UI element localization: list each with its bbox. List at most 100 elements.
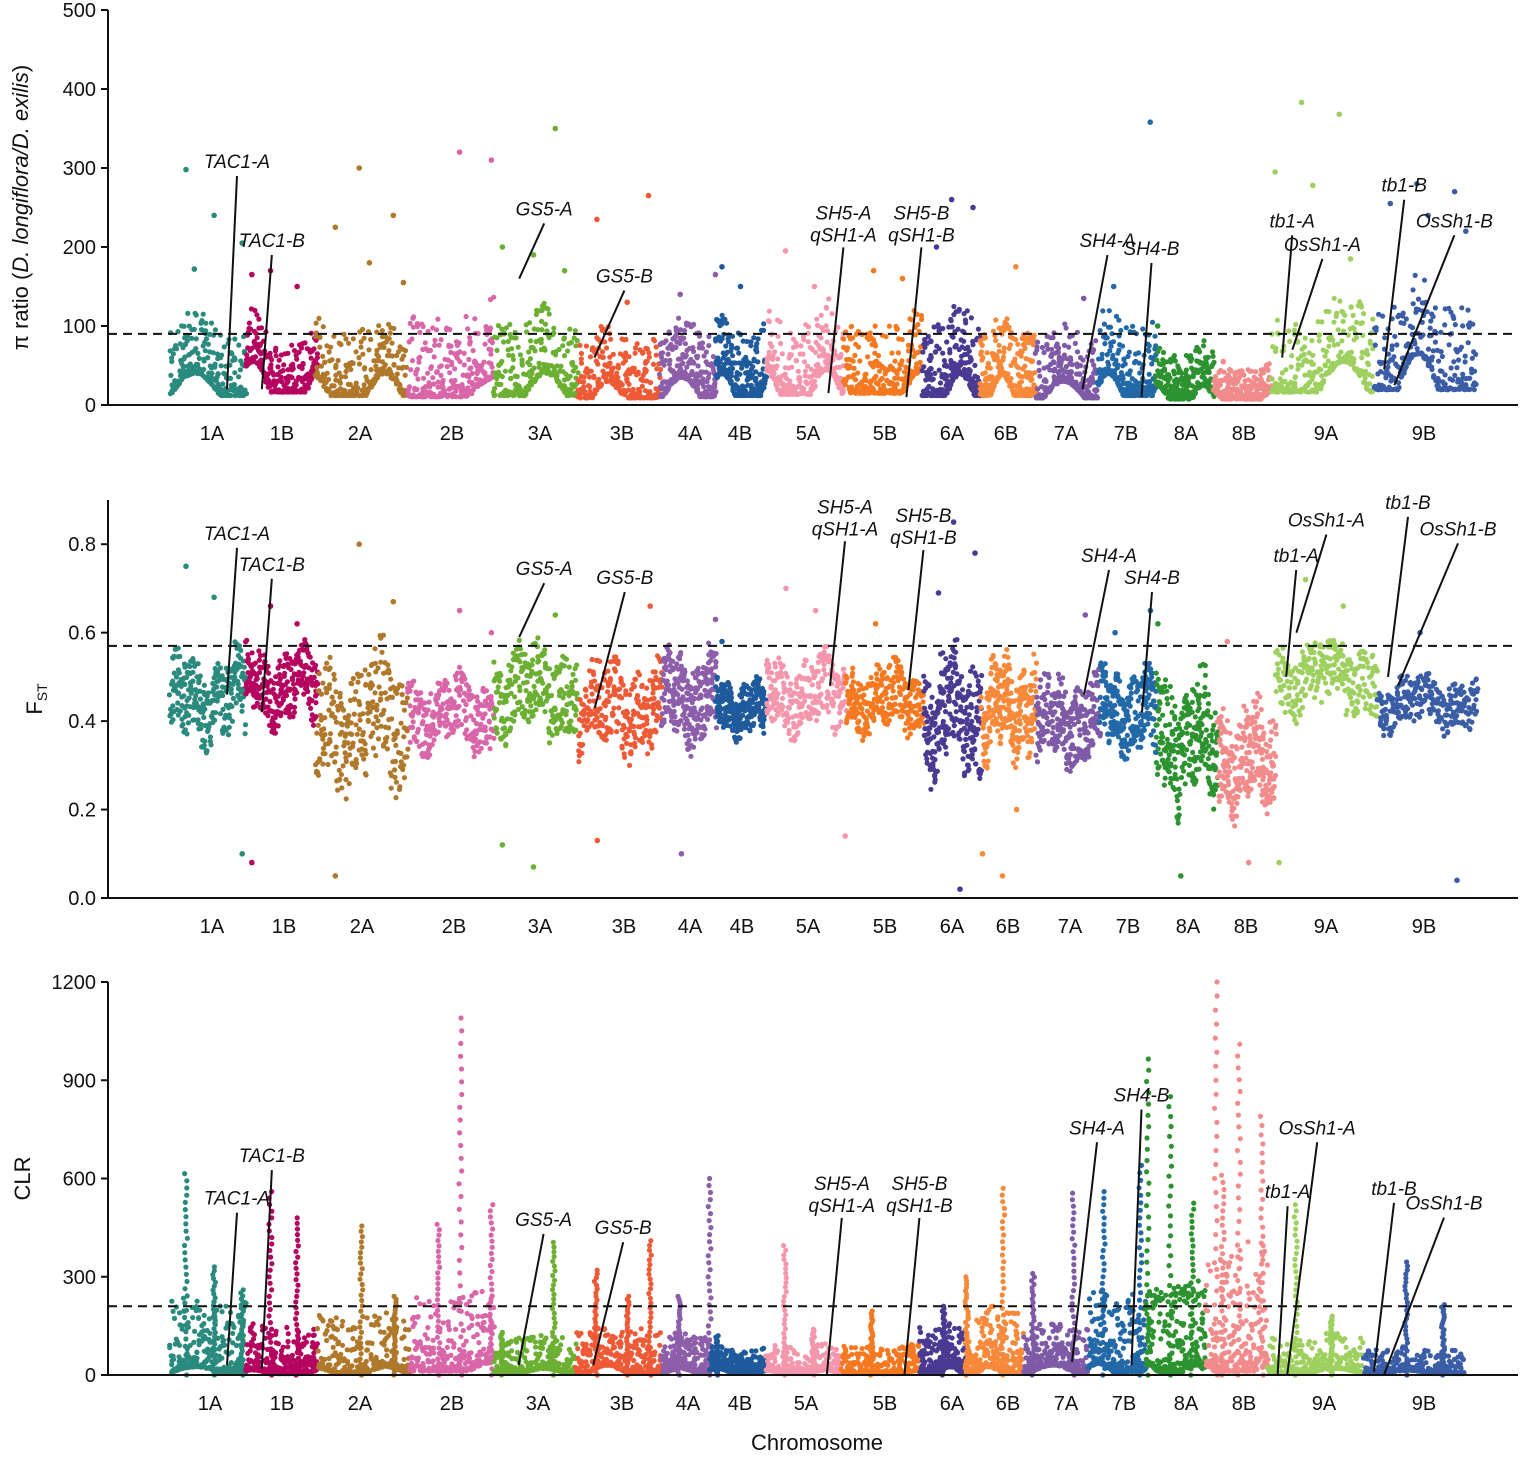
point [414, 366, 420, 372]
point [1310, 352, 1316, 358]
outlier-point [712, 271, 719, 278]
point [468, 365, 474, 371]
point [343, 368, 349, 374]
point [713, 389, 719, 395]
point [517, 352, 524, 358]
point [1068, 357, 1074, 363]
point [266, 377, 272, 384]
point [1034, 347, 1040, 353]
point [1365, 362, 1372, 368]
point [386, 348, 392, 354]
point [1380, 313, 1386, 319]
point [273, 353, 279, 359]
point [291, 348, 298, 354]
point [949, 324, 955, 330]
point [203, 336, 210, 342]
point [173, 346, 180, 352]
point [350, 336, 356, 342]
point [1266, 361, 1272, 367]
point [968, 315, 975, 321]
point [599, 349, 606, 355]
point [676, 315, 682, 321]
point [181, 323, 187, 329]
point [950, 334, 956, 340]
point [1146, 343, 1152, 349]
point [526, 349, 532, 355]
chrom-label-8A: 8A [1174, 423, 1199, 445]
point [826, 296, 832, 302]
outlier-point [1080, 295, 1087, 302]
point [368, 367, 374, 373]
point [754, 349, 760, 355]
point [1127, 368, 1133, 374]
point [1107, 324, 1114, 330]
gene-label: tb1-A [1269, 211, 1314, 232]
point [360, 351, 366, 357]
point [650, 361, 657, 367]
point [1091, 362, 1097, 368]
point [600, 354, 606, 360]
point [889, 350, 895, 356]
point [191, 326, 197, 332]
point [182, 354, 188, 360]
point [798, 343, 804, 349]
point [452, 377, 458, 384]
point [683, 352, 689, 358]
point [1097, 328, 1103, 334]
point [466, 356, 472, 363]
y-tick-label: 0 [85, 395, 96, 417]
point [1130, 323, 1136, 329]
point [298, 345, 305, 351]
point [578, 350, 585, 357]
point [1211, 359, 1217, 365]
pi-y-axis-title: π ratio (D. longiflora/D. exilis) [8, 65, 33, 350]
point [546, 311, 552, 317]
point [198, 721, 204, 728]
point [1205, 354, 1211, 360]
point [461, 350, 467, 356]
point [436, 342, 442, 348]
point [336, 370, 342, 376]
point [1125, 353, 1131, 360]
point [362, 365, 368, 371]
point [961, 338, 967, 344]
point [193, 346, 199, 352]
point [1123, 325, 1129, 331]
point [190, 669, 196, 675]
point [1116, 347, 1122, 353]
point [1465, 340, 1471, 346]
point [581, 379, 587, 385]
point [1274, 317, 1280, 323]
point [1359, 355, 1365, 361]
point [591, 375, 597, 381]
point [510, 365, 516, 371]
point [1100, 308, 1106, 314]
point [1438, 329, 1444, 335]
point [793, 358, 800, 364]
point [705, 375, 712, 381]
point [1321, 377, 1327, 383]
point [1335, 341, 1341, 347]
point [1338, 349, 1344, 355]
point [541, 300, 547, 306]
point [218, 363, 224, 369]
point [1442, 381, 1448, 387]
point [394, 371, 400, 377]
point [966, 348, 972, 354]
point [326, 349, 332, 355]
outlier-point [645, 192, 652, 199]
point [1029, 376, 1035, 382]
point [170, 717, 176, 723]
point [587, 354, 594, 360]
point [1401, 320, 1407, 326]
point [376, 354, 382, 360]
point [361, 382, 367, 388]
outlier-point [1110, 283, 1117, 290]
chrom-8A-points [1153, 323, 1217, 402]
chrom-label-4A: 4A [678, 423, 703, 445]
point [1050, 335, 1056, 341]
point [1006, 324, 1012, 330]
point [626, 354, 632, 360]
point [1359, 320, 1365, 326]
